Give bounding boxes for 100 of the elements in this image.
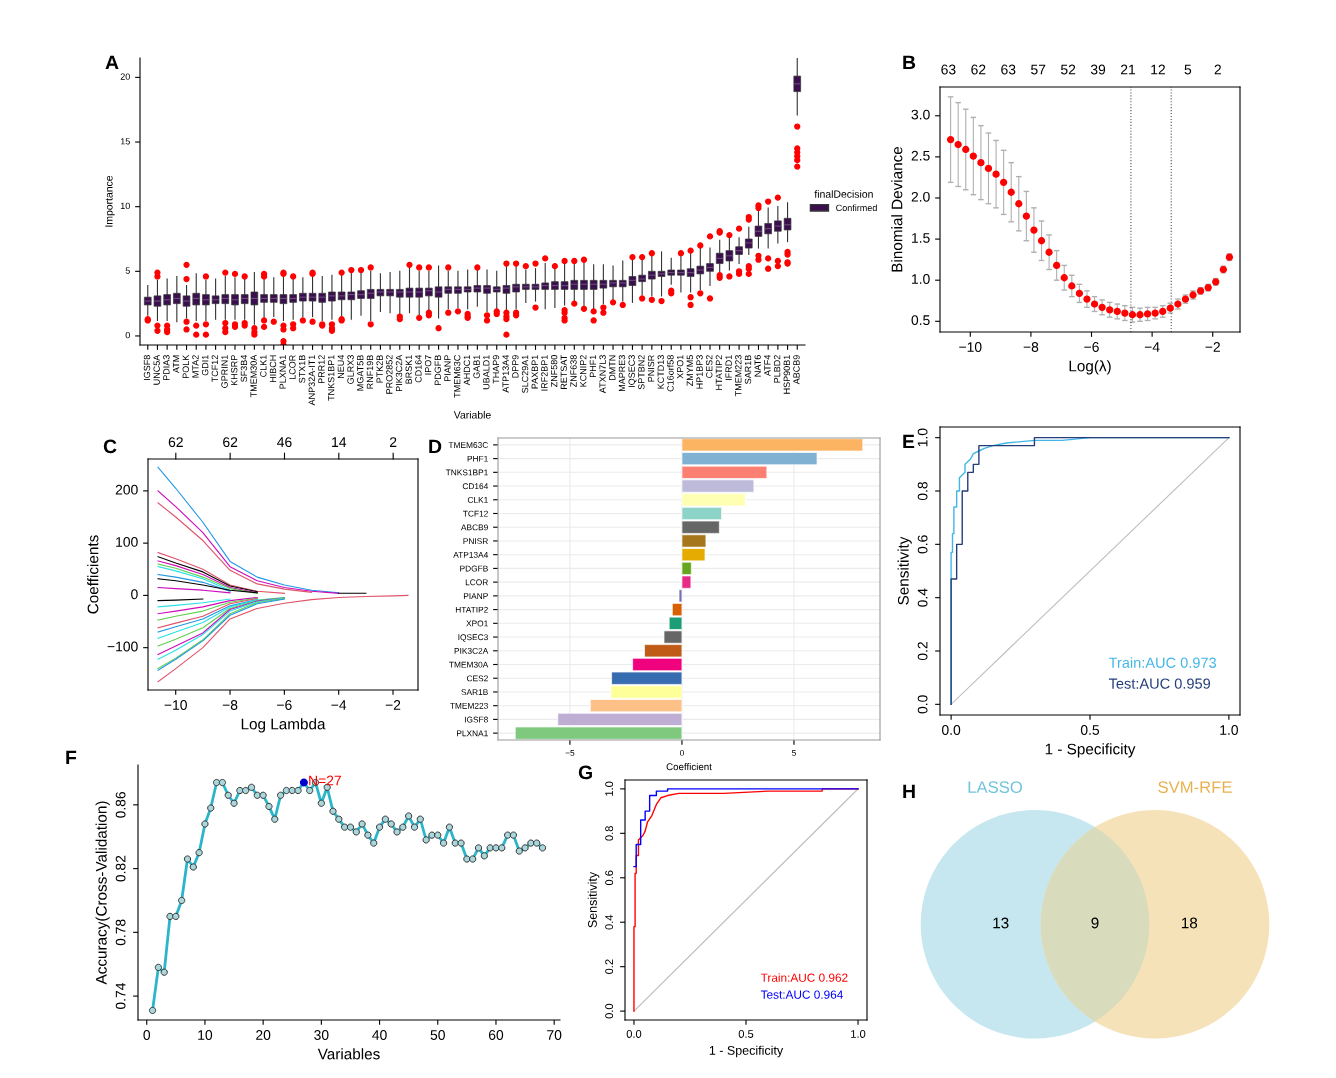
x-tick-label: SAR1B <box>744 355 752 384</box>
y-tick-label: ABCB9 <box>460 524 488 531</box>
x-tick-label: PLBD2 <box>773 355 781 383</box>
x-tick-label: HIBCH <box>269 355 277 383</box>
data-label: 13 <box>993 917 1009 929</box>
x-tick-label: TMEM223 <box>735 355 742 397</box>
x-tick-label: DPP9 <box>512 355 519 378</box>
chart-title: A <box>105 55 119 70</box>
text: 62 <box>168 437 183 448</box>
y-tick-label: PIANP <box>463 593 488 599</box>
text: Train:AUC 0.973 <box>1108 657 1217 668</box>
x-tick-label: 50 <box>430 1030 445 1040</box>
x-tick-label: 5 <box>791 750 796 756</box>
x-tick-label: 40 <box>372 1030 387 1040</box>
x-tick-label: ZMYM5 <box>686 355 694 387</box>
y-tick-label: 0.8 <box>917 481 928 501</box>
x-axis-title: Log(λ) <box>1069 360 1111 375</box>
y-tick-label: 0.0 <box>605 1003 614 1019</box>
y-tick-label: 0.6 <box>605 870 614 886</box>
y-tick-label: TMEM63C <box>448 442 488 448</box>
x-tick-label: 30 <box>314 1030 329 1040</box>
x-tick-label: ATM <box>172 355 180 374</box>
y-tick-label: 0.8 <box>605 826 614 841</box>
x-tick-label: TCF12 <box>211 355 219 383</box>
x-tick-label: −8 <box>222 700 238 710</box>
x-tick-label: IQSEC3 <box>628 355 637 387</box>
x-tick-label: TNKS1BP1 <box>327 355 335 401</box>
y-axis-title: Accuracy(Cross-Validation) <box>95 801 110 985</box>
y-tick-label: 100 <box>116 537 138 547</box>
x-tick-label: −8 <box>1023 342 1039 352</box>
x-tick-label: RETSAT <box>560 354 568 389</box>
text: Test:AUC 0.964 <box>760 990 843 999</box>
y-tick-label: TMEM30A <box>449 661 489 668</box>
text: 2 <box>1214 64 1221 75</box>
x-tick-label: HTATIP2 <box>715 355 723 390</box>
x-tick-label: BRSK1 <box>405 355 412 384</box>
y-tick-label: 15 <box>120 138 130 145</box>
y-axis-title: Sensitivity <box>897 536 912 605</box>
x-tick-label: IRF2BP1 <box>541 355 548 391</box>
text: 63 <box>1001 64 1016 75</box>
x-tick-label: NEU4 <box>337 354 345 379</box>
x-tick-label: IPO7 <box>424 355 432 375</box>
y-tick-label: 200 <box>115 484 138 495</box>
y-tick-label: 0.82 <box>115 855 126 882</box>
x-tick-label: PHF1 <box>589 355 597 378</box>
chart-title: B <box>903 55 916 70</box>
y-tick-label: IGSF8 <box>464 716 488 723</box>
y-tick-label: CLK1 <box>467 496 488 503</box>
x-tick-label: 0.5 <box>738 1030 754 1038</box>
y-tick-label: 5 <box>125 267 130 274</box>
x-tick-label: 20 <box>256 1030 271 1040</box>
y-axis-title: Importance <box>105 175 115 227</box>
x-tick-label: −5 <box>565 750 575 756</box>
x-tick-label: ZNF638 <box>570 355 577 388</box>
x-tick-label: IFRD1 <box>725 355 732 380</box>
y-tick-label: 1.0 <box>917 428 928 447</box>
x-tick-label: C16orf58 <box>667 355 674 392</box>
y-axis-title: Binomial Deviance <box>891 146 903 272</box>
y-tick-label: 0.2 <box>605 959 614 974</box>
x-tick-label: −4 <box>331 700 347 710</box>
chart-title: E <box>903 434 915 449</box>
y-tick-label: ATP13A4 <box>453 551 489 558</box>
text: 46 <box>277 437 292 448</box>
x-tick-label: 0 <box>143 1030 151 1040</box>
text: 57 <box>1031 64 1046 75</box>
chart-title: D <box>429 439 442 454</box>
y-tick-label: PHF1 <box>467 455 488 462</box>
x-tick-label: LCOR <box>289 355 296 380</box>
x-axis-title: Variables <box>317 1048 380 1060</box>
y-tick-label: 0.74 <box>115 982 126 1010</box>
x-tick-label: CLK1 <box>260 355 267 377</box>
text: 2 <box>390 437 397 447</box>
annotation: N=27 <box>309 775 341 786</box>
x-tick-label: PAXBP1 <box>531 355 538 389</box>
y-tick-label: −100 <box>107 641 138 652</box>
x-tick-label: 0.5 <box>1080 725 1100 735</box>
text: 21 <box>1120 64 1136 75</box>
x-tick-label: PLXNA1 <box>279 355 286 389</box>
x-tick-label: 60 <box>488 1030 504 1040</box>
x-tick-label: HP1BP3 <box>696 355 703 389</box>
x-tick-label: MTA2 <box>192 355 199 378</box>
x-tick-label: HSP90B1 <box>783 355 790 394</box>
x-tick-label: ATXN7L3 <box>599 355 606 394</box>
y-tick-label: 2.5 <box>911 150 930 161</box>
x-tick-label: KCNIP2 <box>580 355 587 387</box>
y-tick-label: 10 <box>120 202 130 210</box>
y-tick-label: 0.78 <box>115 919 126 946</box>
y-tick-label: HTATIP2 <box>455 606 488 613</box>
chart-title: G <box>578 765 592 780</box>
y-tick-label: IQSEC3 <box>458 634 488 642</box>
x-tick-label: XPO1 <box>676 355 684 379</box>
x-tick-label: SPTBN2 <box>638 355 645 390</box>
x-tick-label: −6 <box>277 700 292 710</box>
x-tick-label: GLRX3 <box>347 355 354 384</box>
y-tick-label: 1.0 <box>912 274 930 284</box>
x-tick-label: ATF4 <box>764 354 771 377</box>
x-tick-label: RNF19B <box>366 355 374 389</box>
text: 14 <box>332 437 347 447</box>
x-tick-label: PDIA3 <box>163 355 170 381</box>
x-tick-label: 1.0 <box>851 1030 866 1038</box>
